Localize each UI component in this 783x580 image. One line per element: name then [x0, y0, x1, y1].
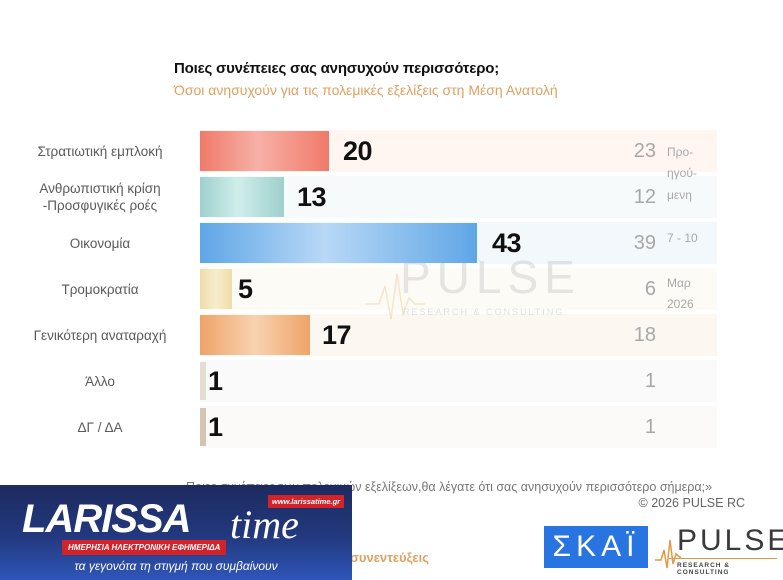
- bar-value: 5: [238, 274, 253, 304]
- bar-value: 43: [492, 228, 522, 258]
- category-label: Γενικότερη αναταραχή: [33, 327, 167, 343]
- prev-period-label: ηγού-: [667, 166, 697, 180]
- prev-value: 6: [644, 278, 656, 300]
- row-band: [200, 406, 717, 448]
- bar-economy: [200, 223, 477, 263]
- category-label: Ανθρωπιστική κρίση -Προσφυγικές ροές: [39, 181, 161, 213]
- prev-value: 1: [644, 370, 656, 392]
- bar-terrorism: [200, 269, 232, 309]
- prev-value: 18: [633, 324, 656, 346]
- row-band: [200, 360, 717, 402]
- bar-dk-na: [200, 408, 206, 446]
- pulse-logo: PULSE RESEARCH & CONSULTING: [655, 524, 783, 576]
- copyright: © 2026 PULSE RC: [638, 496, 745, 510]
- bar-value: 1: [208, 366, 223, 396]
- prev-period-date: Μαρ: [667, 276, 691, 290]
- footer-snippet: συνεντεύξεις: [350, 550, 429, 565]
- prev-value: 39: [633, 232, 656, 254]
- pulse-divider: [669, 558, 777, 559]
- prev-value: 12: [633, 186, 656, 208]
- chart-title: Ποιες συνέπειες σας ανησυχούν περισσότερ…: [174, 60, 500, 77]
- larissatime-banner[interactable]: LARISSA time www.larissatime.gr ΗΜΕΡΗΣΙΑ…: [0, 485, 352, 580]
- larissatime-url[interactable]: www.larissatime.gr: [268, 495, 345, 508]
- category-label: ΔΓ / ΔΑ: [77, 419, 123, 435]
- bar-unrest: [200, 315, 310, 355]
- prev-value: 23: [633, 140, 656, 162]
- larissatime-time-logo: time: [230, 502, 299, 547]
- prev-period-date: 7 - 10: [667, 231, 698, 245]
- row-band: [200, 268, 717, 310]
- prev-period-label: Προ-: [667, 145, 694, 159]
- bar-other: [200, 362, 206, 400]
- category-label: Στρατιωτική εμπλοκή: [37, 143, 163, 159]
- prev-value: 1: [644, 416, 656, 438]
- bar-humanitarian: [200, 177, 284, 217]
- larissatime-slogan: τα γεγονότα τη στιγμή που συμβαίνουν: [74, 559, 278, 573]
- bar-value: 20: [343, 136, 373, 166]
- pulse-wave-icon: [655, 539, 681, 569]
- prev-period-label: μενη: [667, 188, 692, 202]
- category-label: Άλλο: [85, 373, 115, 389]
- bar-value: 13: [297, 182, 327, 212]
- chart-subtitle: Όσοι ανησυχούν για τις πολεμικές εξελίξε…: [174, 82, 558, 98]
- bar-value: 17: [322, 320, 352, 350]
- larissatime-logo: LARISSA: [22, 497, 192, 541]
- bar-military: [200, 131, 329, 171]
- category-label: Οικονομία: [69, 235, 131, 251]
- row-band: [200, 176, 717, 218]
- category-label: Τρομοκρατία: [61, 281, 139, 297]
- bar-value: 1: [208, 412, 223, 442]
- skai-logo: ΣΚΑΪ: [544, 526, 648, 568]
- prev-period-date: 2026: [667, 297, 694, 311]
- larissatime-tagline: ΗΜΕΡΗΣΙΑ ΗΛΕΚΤΡΟΝΙΚΗ ΕΦΗΜΕΡΙΔΑ: [62, 540, 227, 555]
